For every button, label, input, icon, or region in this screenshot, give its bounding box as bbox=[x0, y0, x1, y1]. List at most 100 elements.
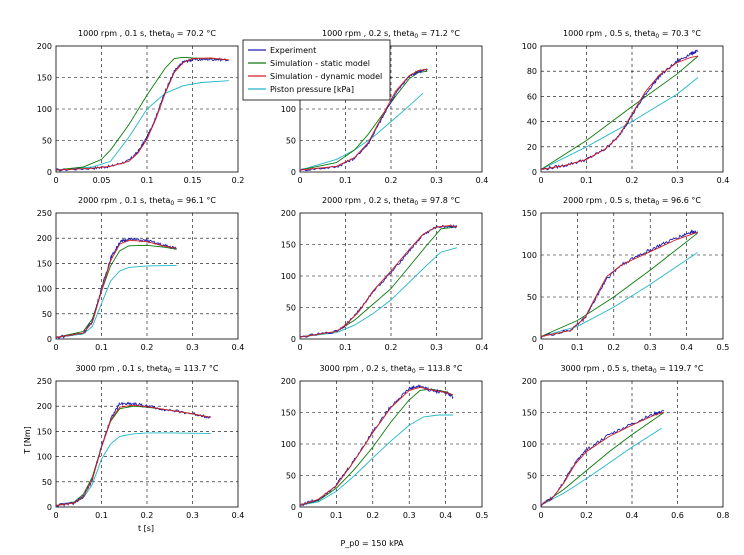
subplot-title: 1000 rpm , 0.2 s, theta0 = 71.2 °C bbox=[322, 29, 460, 40]
x-tick-label: 0.8 bbox=[717, 511, 730, 520]
legend-entry: Piston pressure [kPa] bbox=[270, 85, 354, 94]
y-tick-label: 50 bbox=[286, 304, 296, 313]
x-tick-label: 0.3 bbox=[430, 343, 443, 352]
y-tick-label: 200 bbox=[281, 377, 296, 386]
x-tick-label: 0.5 bbox=[476, 511, 489, 520]
x-tick-label: 0 bbox=[53, 511, 58, 520]
subplot-title: 2000 rpm , 0.2 s, theta0 = 97.8 °C bbox=[322, 196, 460, 207]
y-tick-label: 200 bbox=[37, 234, 52, 243]
y-tick-label: 200 bbox=[522, 377, 537, 386]
x-tick-label: 0.3 bbox=[186, 343, 199, 352]
x-tick-label: 0 bbox=[538, 511, 543, 520]
y-tick-label: 100 bbox=[281, 105, 296, 114]
series-line-piston-pressure-kpa- bbox=[55, 432, 211, 506]
series-line-piston-pressure-kpa- bbox=[540, 252, 698, 337]
x-tick-label: 0.05 bbox=[93, 176, 111, 185]
x-tick-label: 0.4 bbox=[476, 343, 489, 352]
subplot-7: 0 0.1 0.2 0.3 0.4 0 50 100 150 200 250 3000 rpm , 0… bbox=[37, 364, 245, 520]
y-tick-label: 50 bbox=[527, 472, 537, 481]
y-tick-label: 0 bbox=[532, 503, 537, 512]
y-tick-label: 150 bbox=[281, 241, 296, 250]
x-tick-label: 0.15 bbox=[184, 176, 202, 185]
series-line-piston-pressure-kpa- bbox=[540, 427, 662, 506]
y-tick-label: 50 bbox=[286, 137, 296, 146]
series-line-piston-pressure-kpa- bbox=[55, 264, 177, 338]
series-line-piston-pressure-kpa- bbox=[299, 247, 458, 338]
x-tick-label: 0.2 bbox=[385, 343, 398, 352]
legend-entry: Simulation - dynamic model bbox=[270, 72, 382, 81]
series-line-simulation-dynamic-model bbox=[540, 231, 698, 337]
subplot-title: 3000 rpm , 0.1 s, theta0 = 113.7 °C bbox=[75, 364, 218, 375]
x-tick-label: 0.4 bbox=[717, 176, 730, 185]
y-tick-label: 0 bbox=[291, 335, 296, 344]
y-tick-label: 150 bbox=[281, 409, 296, 418]
y-tick-label: 250 bbox=[37, 377, 52, 386]
y-tick-label: 100 bbox=[522, 440, 537, 449]
y-tick-label: 150 bbox=[37, 427, 52, 436]
x-tick-label: 0.1 bbox=[141, 176, 154, 185]
x-tick-label: 0.6 bbox=[671, 511, 684, 520]
series-line-simulation-dynamic-model bbox=[299, 386, 454, 506]
y-tick-label: 100 bbox=[37, 105, 52, 114]
y-tick-label: 20 bbox=[527, 143, 537, 152]
x-tick-label: 0.1 bbox=[339, 176, 352, 185]
y-tick-label: 50 bbox=[42, 310, 52, 319]
series-line-simulation-dynamic-model bbox=[540, 412, 665, 506]
subplot-8: 0 0.1 0.2 0.3 0.4 0.5 0 50 100 150 200 3000 rpm , 0… bbox=[281, 364, 489, 520]
x-tick-label: 0.1 bbox=[330, 511, 343, 520]
series-line-simulation-dynamic-model bbox=[540, 55, 699, 170]
subplot-3: 0 0.1 0.2 0.3 0.4 0 20 40 60 80 100 1000 rpm , 0.5 … bbox=[522, 29, 730, 185]
x-tick-label: 0.3 bbox=[644, 343, 657, 352]
y-tick-label: 100 bbox=[522, 42, 537, 51]
y-tick-label: 200 bbox=[281, 209, 296, 218]
series-line-simulation-dynamic-model bbox=[55, 57, 229, 171]
y-tick-label: 0 bbox=[291, 168, 296, 177]
x-tick-label: 0.2 bbox=[366, 511, 379, 520]
subplot-6: 0 0.1 0.2 0.3 0.4 0.5 0 50 100 150 2000 rpm , 0.5 … bbox=[522, 196, 730, 352]
y-tick-label: 0 bbox=[47, 503, 52, 512]
y-tick-label: 200 bbox=[37, 402, 52, 411]
x-tick-label: 0.2 bbox=[232, 176, 245, 185]
subplot-5: 0 0.1 0.2 0.3 0.4 0 50 100 150 200 2000 rpm , 0.2 … bbox=[281, 196, 489, 352]
x-tick-label: 0.3 bbox=[671, 176, 684, 185]
y-tick-label: 0 bbox=[532, 335, 537, 344]
y-tick-label: 40 bbox=[527, 118, 537, 127]
x-tick-label: 0.4 bbox=[476, 176, 489, 185]
series-line-simulation-dynamic-model bbox=[299, 225, 458, 338]
y-tick-label: 100 bbox=[281, 272, 296, 281]
x-tick-label: 0.3 bbox=[186, 511, 199, 520]
x-tick-label: 0 bbox=[297, 511, 302, 520]
y-tick-label: 60 bbox=[527, 92, 537, 101]
x-tick-label: 0.2 bbox=[607, 343, 620, 352]
x-tick-label: 0.4 bbox=[680, 343, 693, 352]
x-tick-label: 0.2 bbox=[385, 176, 398, 185]
x-tick-label: 0.4 bbox=[439, 511, 452, 520]
subplot-title: 1000 rpm , 0.1 s, theta0 = 70.2 °C bbox=[78, 29, 216, 40]
series-line-experiment bbox=[540, 49, 699, 171]
x-tick-label: 0.2 bbox=[141, 343, 154, 352]
x-tick-label: 0.1 bbox=[95, 511, 108, 520]
y-tick-label: 50 bbox=[286, 472, 296, 481]
y-tick-label: 250 bbox=[37, 209, 52, 218]
y-axis-label: T [Nm] bbox=[23, 426, 32, 454]
series-line-simulation-static-model bbox=[540, 55, 699, 170]
x-tick-label: 0.3 bbox=[430, 176, 443, 185]
x-tick-label: 0 bbox=[538, 343, 543, 352]
y-tick-label: 100 bbox=[37, 453, 52, 462]
x-tick-label: 0.3 bbox=[403, 511, 416, 520]
x-tick-label: 0 bbox=[297, 343, 302, 352]
legend: Experiment Simulation - static model Simul… bbox=[242, 39, 391, 101]
y-tick-label: 0 bbox=[47, 335, 52, 344]
x-tick-label: 0.1 bbox=[571, 343, 584, 352]
x-tick-label: 0.2 bbox=[141, 511, 154, 520]
series-line-experiment bbox=[55, 237, 177, 339]
y-tick-label: 80 bbox=[527, 67, 537, 76]
legend-entry: Simulation - static model bbox=[270, 59, 370, 68]
y-tick-label: 200 bbox=[37, 42, 52, 51]
y-tick-label: 100 bbox=[522, 251, 537, 260]
series-line-simulation-dynamic-model bbox=[299, 68, 428, 171]
subplot-title: 2000 rpm , 0.5 s, theta0 = 96.6 °C bbox=[563, 196, 701, 207]
y-tick-label: 50 bbox=[42, 137, 52, 146]
x-tick-label: 0 bbox=[538, 176, 543, 185]
